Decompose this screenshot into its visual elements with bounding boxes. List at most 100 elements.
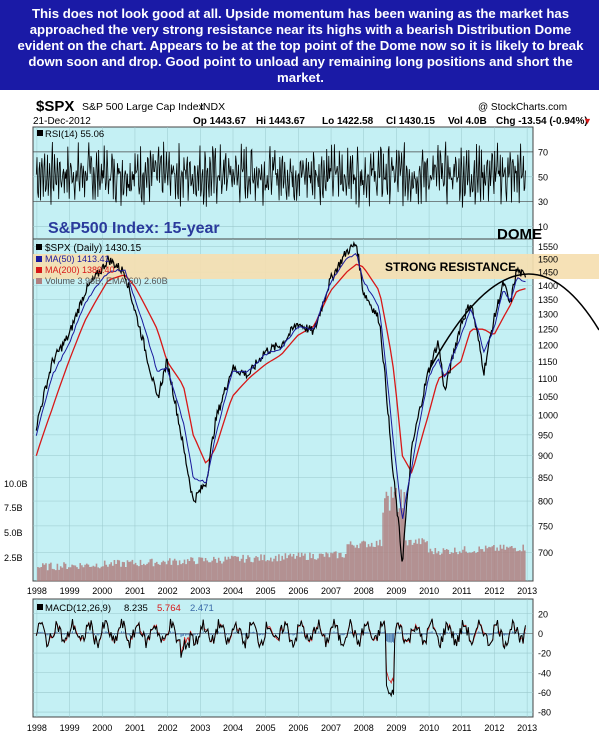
price-tick-labels: 1550 1500 1450 1400 1350 1300 1250 1200 1150 1100… [538,242,558,558]
year-tick-label: 2011 [452,586,471,596]
close-value: Cl 1430.15 [386,116,435,127]
chart-date: 21-Dec-2012 [33,116,91,127]
chart-figure: $SPX S&P 500 Large Cap Index INDX @ Stoc… [4,98,599,733]
dome-label: DOME [497,226,542,243]
price-tick-label: 1050 [538,392,558,402]
exchange: INDX [200,101,225,113]
year-tick-label: 2012 [484,586,504,596]
open-value: Op 1443.67 [193,116,246,127]
year-tick-label: 2009 [386,723,406,733]
macd-legend-swatch [37,604,43,610]
price-tick-label: 900 [538,451,553,461]
symbol: $SPX [36,98,74,115]
volume-tick-labels: 10.0B 7.5B 5.0B 2.5B [4,479,28,563]
macd-panel: 20 0 -20 -40 -60 -80 MACD(12,26,9) 8.235 5.76… [32,598,551,718]
price-background [32,238,534,582]
macd-label: MACD(12,26,9) [45,603,111,614]
macd-hist-value: 2.471 [190,603,214,614]
chart-header: $SPX S&P 500 Large Cap Index INDX @ Stoc… [33,98,592,127]
dome-arc [427,273,599,373]
price-tick-label: 800 [538,497,553,507]
year-tick-label: 2004 [223,586,243,596]
change-arrow-icon: ▼ [583,116,592,126]
price-tick-label: 1150 [538,357,557,367]
year-tick-label: 2003 [190,586,210,596]
year-tick-label: 2013 [517,723,537,733]
year-tick-label: 2002 [158,586,178,596]
price-tick-label: 1400 [538,281,558,291]
year-tick-label: 2006 [288,723,308,733]
macd-tick-label: -60 [538,688,551,698]
price-tick-label: 1000 [538,411,558,421]
rsi-panel: 70 50 30 10 RSI(14) 55.06 [32,126,548,240]
price-panel: STRONG RESISTANCE S&P500 Index: 15-year … [4,220,599,582]
year-tick-label: 2007 [321,586,341,596]
legend-price-swatch [36,244,42,250]
volume-value: Vol 4.0B [448,116,487,127]
year-tick-label: 2000 [92,586,112,596]
rsi-label: RSI(14) 55.06 [45,129,104,140]
low-value: Lo 1422.58 [322,116,374,127]
price-tick-label: 850 [538,473,553,483]
ma50-line [35,252,526,519]
macd-tick-labels: 20 0 -20 -40 -60 -80 [538,609,551,717]
year-axis-middle: 1998 1999 2000 2001 2002 2003 2004 2005 2006 2007… [27,586,537,596]
price-tick-label: 700 [538,548,553,558]
macd-tick-label: -20 [538,649,551,659]
rsi-tick-labels: 70 50 30 10 [538,147,548,232]
macd-background [32,598,534,718]
price-tick-label: 1350 [538,295,558,305]
price-legend: $SPX (Daily) 1430.15 MA(50) 1413.41 MA(2… [36,243,168,286]
high-value: Hi 1443.67 [256,116,305,127]
year-tick-label: 2001 [125,723,145,733]
year-tick-label: 2008 [354,723,374,733]
price-tick-label: 1100 [538,374,557,384]
macd-gridlines [33,599,533,717]
legend-volume-swatch [36,278,42,284]
rsi-tick-label: 10 [538,222,548,232]
legend-ma200-swatch [36,267,42,273]
year-tick-label: 2010 [419,723,439,733]
price-tick-label: 1200 [538,340,558,350]
year-tick-label: 2001 [125,586,145,596]
year-tick-label: 2003 [190,723,210,733]
price-tick-label: 750 [538,521,553,531]
year-tick-label: 2012 [484,723,504,733]
year-tick-label: 2000 [92,723,112,733]
year-axis-bottom: 1998 1999 2000 2001 2002 2003 2004 2005 2006 2007… [27,723,537,733]
year-tick-label: 1999 [60,586,80,596]
year-tick-label: 2008 [354,586,374,596]
volume-tick-label: 5.0B [4,528,23,538]
volume-bars [37,486,526,581]
year-tick-label: 2007 [321,723,341,733]
volume-tick-label: 10.0B [4,479,28,489]
price-tick-label: 950 [538,430,553,440]
change-value: Chg -13.54 (-0.94%) [496,116,588,127]
macd-tick-label: 20 [538,609,548,619]
legend-ma50-swatch [36,256,42,262]
legend-ma50: MA(50) 1413.41 [45,254,110,264]
rsi-tick-label: 50 [538,172,548,182]
year-tick-label: 1999 [60,723,80,733]
price-tick-label: 1500 [538,255,558,265]
macd-tick-label: -80 [538,708,551,718]
volume-histogram [37,486,526,581]
macd-signal-value: 5.764 [157,603,181,614]
year-tick-label: 2005 [256,723,276,733]
year-tick-label: 2013 [517,586,537,596]
year-tick-label: 2005 [256,586,276,596]
legend-volume: Volume 3.96B, EMA(60) 2.60B [45,276,168,286]
legend-price: $SPX (Daily) 1430.15 [45,243,142,254]
legend-ma200: MA(200) 1389.40 [45,265,115,275]
rsi-legend-swatch [37,130,43,136]
commentary-banner: This does not look good at all. Upside m… [0,0,599,90]
macd-value: 8.235 [124,603,148,614]
year-tick-label: 1998 [27,586,47,596]
resistance-label: STRONG RESISTANCE [385,260,516,274]
price-tick-label: 1450 [538,268,558,278]
year-tick-label: 2002 [158,723,178,733]
resistance-band [33,254,599,279]
copyright: @ StockCharts.com [478,102,567,113]
year-tick-label: 2009 [386,586,406,596]
year-tick-label: 2011 [452,723,471,733]
